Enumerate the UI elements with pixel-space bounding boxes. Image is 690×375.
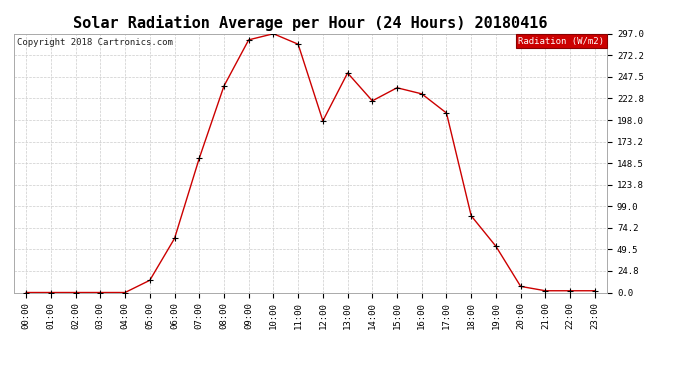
Title: Solar Radiation Average per Hour (24 Hours) 20180416: Solar Radiation Average per Hour (24 Hou…	[73, 15, 548, 31]
Text: Radiation (W/m2): Radiation (W/m2)	[518, 36, 604, 45]
Text: Copyright 2018 Cartronics.com: Copyright 2018 Cartronics.com	[17, 38, 172, 46]
